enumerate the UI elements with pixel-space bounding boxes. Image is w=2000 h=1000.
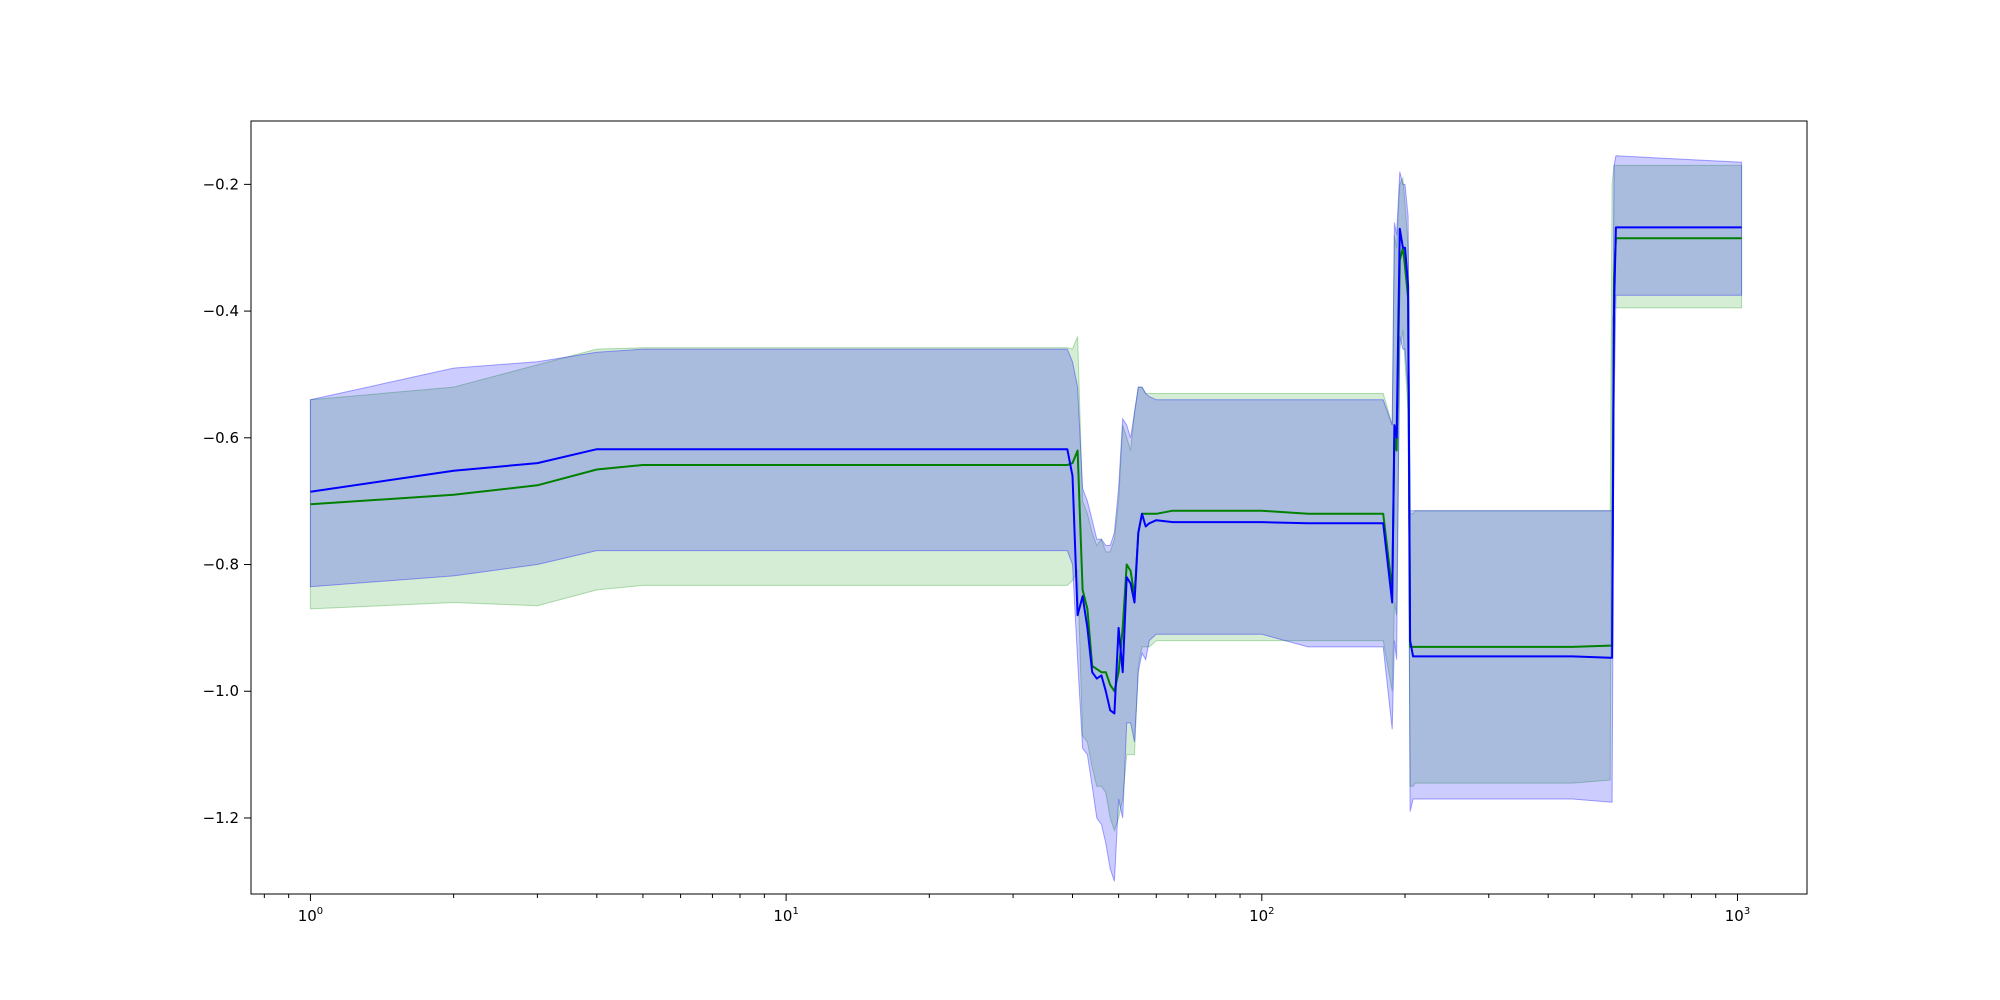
x-tick-label: 100 xyxy=(298,906,323,925)
series-1-band xyxy=(309,164,1743,833)
y-tick-label: −0.2 xyxy=(203,175,239,193)
x-axis: 100 101 102 103 xyxy=(263,894,1750,925)
confidence-bands xyxy=(309,155,1743,882)
y-tick-label: −0.8 xyxy=(203,556,239,574)
y-tick-label: −0.6 xyxy=(203,429,239,447)
series-1-line xyxy=(310,237,1742,693)
x-tick-label: 102 xyxy=(1249,906,1274,925)
y-axis: −0.2 −0.4 −0.6 −0.8 −1.0 −1.2 xyxy=(203,175,251,827)
y-tick-label: −1.0 xyxy=(203,682,239,700)
x-tick-label: 101 xyxy=(773,906,798,925)
series-2-band xyxy=(309,155,1743,882)
plot-frame xyxy=(250,120,1808,895)
series-lines xyxy=(310,226,1742,715)
y-tick-label: −0.4 xyxy=(203,302,239,320)
series-2-line xyxy=(310,226,1742,715)
y-tick-label: −1.2 xyxy=(203,809,239,827)
x-tick-label: 103 xyxy=(1725,906,1750,925)
